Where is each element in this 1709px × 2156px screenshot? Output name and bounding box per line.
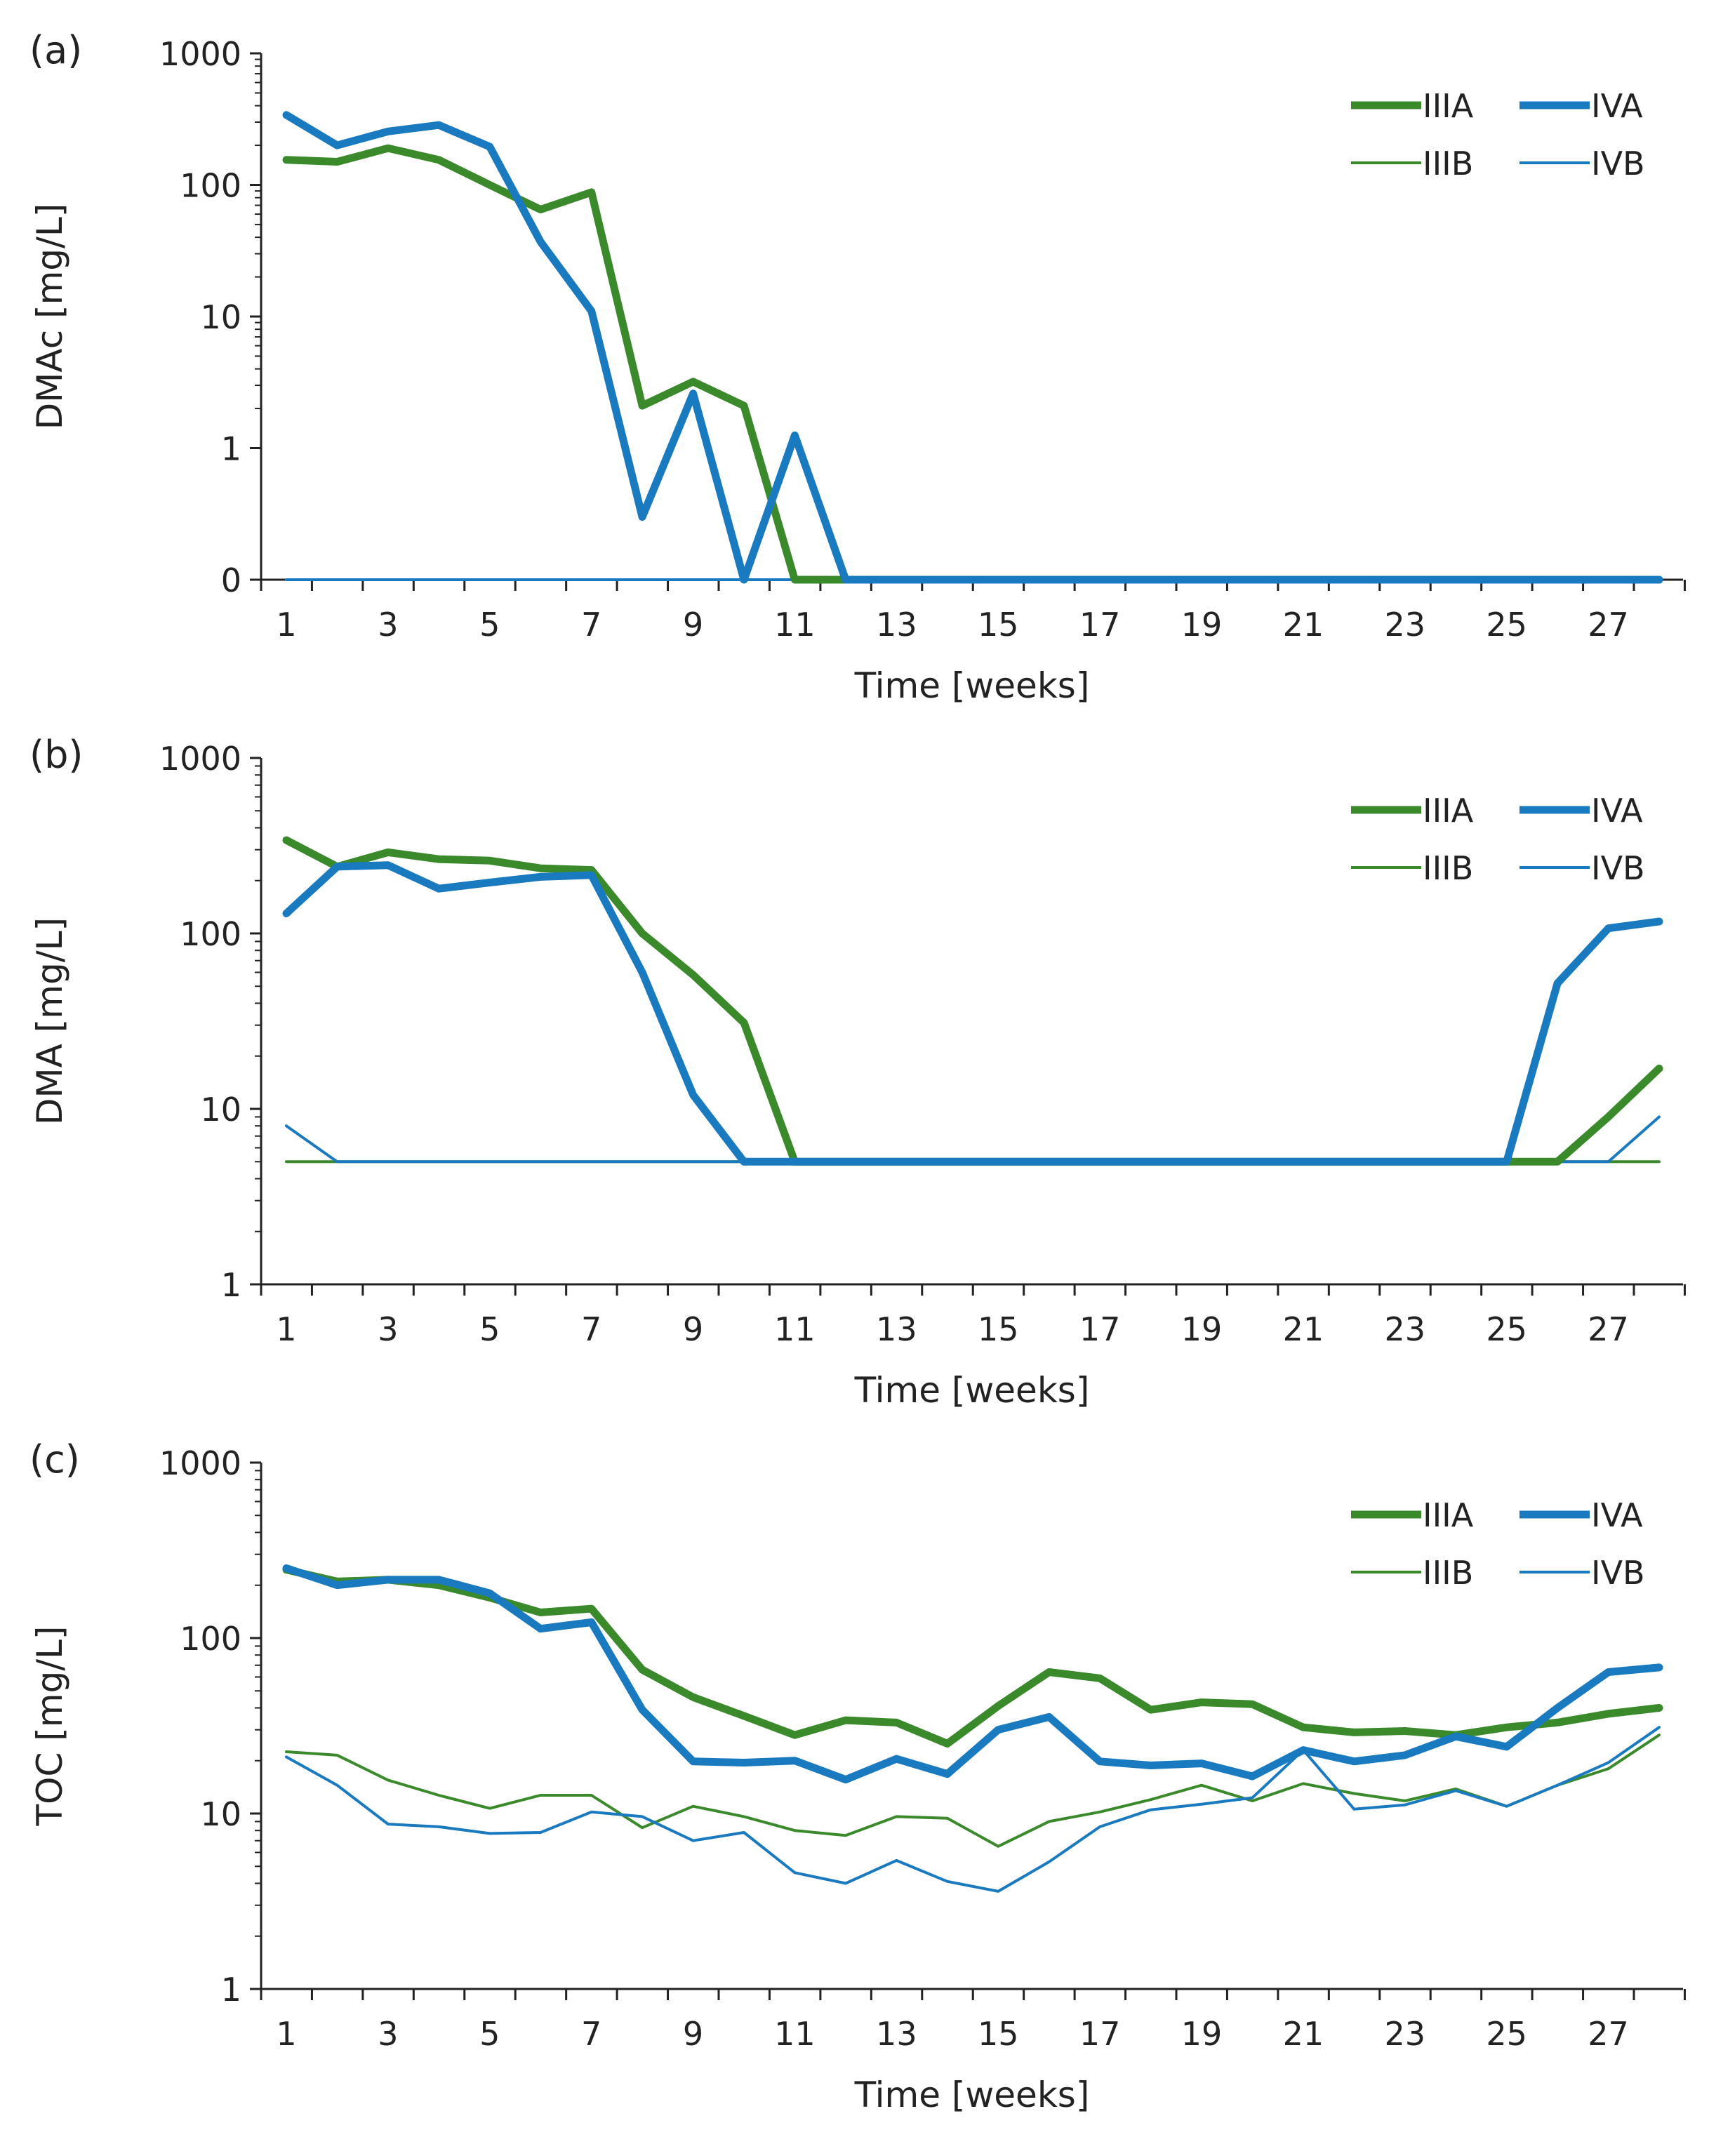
x-tick-label: 7 <box>581 2015 601 2053</box>
x-tick-label: 7 <box>581 606 601 644</box>
series-line-ivb <box>285 1726 1661 1893</box>
series-line-iva <box>282 111 1663 584</box>
x-tick-label: 15 <box>978 1310 1019 1348</box>
x-tick-label: 25 <box>1486 606 1527 644</box>
x-tick-label: 27 <box>1588 2015 1629 2053</box>
x-tick-label: 21 <box>1283 606 1324 644</box>
x-tick-label: 21 <box>1283 2015 1324 2053</box>
x-tick-label: 17 <box>1079 606 1121 644</box>
x-tick-label: 3 <box>378 606 398 644</box>
y-tick-label: 1000 <box>159 35 241 73</box>
x-tick-label: 5 <box>479 606 500 644</box>
x-tick-label: 19 <box>1181 1310 1223 1348</box>
series-line-iiib <box>285 1734 1661 1848</box>
series-line-iva <box>282 861 1663 1166</box>
panel-label: (a) <box>29 28 82 72</box>
x-tick-label: 3 <box>378 1310 398 1348</box>
x-tick-label: 3 <box>378 2015 398 2053</box>
y-axis-title: TOC [mg/L] <box>29 1626 70 1827</box>
legend-label-iiia: IIIA <box>1423 792 1474 830</box>
legend-label-iiia: IIIA <box>1423 1496 1474 1534</box>
y-tick-label: 1000 <box>159 740 241 778</box>
series-line-iva <box>282 1564 1663 1784</box>
x-tick-label: 27 <box>1588 1310 1629 1348</box>
x-tick-label: 17 <box>1079 1310 1121 1348</box>
panel-label: (c) <box>29 1437 80 1482</box>
x-tick-label: 5 <box>479 2015 500 2053</box>
y-tick-label: 1 <box>221 430 241 468</box>
y-tick-label: 1 <box>221 1266 241 1304</box>
y-tick-label: 100 <box>180 915 241 953</box>
y-tick-label: 0 <box>221 561 241 599</box>
x-tick-label: 11 <box>774 606 816 644</box>
legend-label-iva: IVA <box>1591 1496 1643 1534</box>
x-tick-label: 5 <box>479 1310 500 1348</box>
series-line-iiia <box>282 144 1663 584</box>
x-tick-label: 23 <box>1385 1310 1426 1348</box>
x-tick-label: 25 <box>1486 1310 1527 1348</box>
x-tick-label: 9 <box>683 1310 703 1348</box>
x-tick-label: 11 <box>774 2015 816 2053</box>
legend-label-ivb: IVB <box>1591 1554 1645 1592</box>
x-tick-label: 1 <box>276 2015 296 2053</box>
y-tick-label: 10 <box>200 1795 241 1833</box>
x-tick-label: 27 <box>1588 606 1629 644</box>
x-tick-label: 7 <box>581 1310 601 1348</box>
legend-label-ivb: IVB <box>1591 145 1645 182</box>
x-tick-label: 23 <box>1385 2015 1426 2053</box>
x-tick-label: 15 <box>978 2015 1019 2053</box>
x-tick-label: 19 <box>1181 2015 1223 2053</box>
x-tick-label: 1 <box>276 1310 296 1348</box>
y-axis-title: DMAc [mg/L] <box>29 204 70 430</box>
x-tick-label: 19 <box>1181 606 1223 644</box>
series-line-ivb <box>285 1115 1661 1164</box>
x-tick-label: 13 <box>876 1310 917 1348</box>
legend-label-iiib: IIIB <box>1423 1554 1473 1592</box>
x-tick-label: 9 <box>683 606 703 644</box>
legend-label-iiib: IIIB <box>1423 849 1473 887</box>
y-tick-label: 100 <box>180 167 241 205</box>
legend-label-ivb: IVB <box>1591 849 1645 887</box>
x-tick-label: 11 <box>774 1310 816 1348</box>
legend: IIIA IVA IIIB IVB <box>1351 87 1645 182</box>
x-tick-label: 1 <box>276 606 296 644</box>
legend-label-iva: IVA <box>1591 87 1643 125</box>
x-axis-title: Time [weeks] <box>854 1370 1090 1411</box>
x-axis-title: Time [weeks] <box>854 2075 1090 2115</box>
legend: IIIA IVA IIIB IVB <box>1351 1496 1645 1592</box>
x-tick-label: 13 <box>876 2015 917 2053</box>
series-line-iiia <box>282 836 1663 1166</box>
legend: IIIA IVA IIIB IVB <box>1351 792 1645 887</box>
legend-label-iva: IVA <box>1591 792 1643 830</box>
y-tick-label: 10 <box>200 1091 241 1129</box>
y-tick-label: 100 <box>180 1620 241 1658</box>
y-tick-label: 1000 <box>159 1444 241 1482</box>
x-tick-label: 9 <box>683 2015 703 2053</box>
x-tick-label: 15 <box>978 606 1019 644</box>
y-tick-label: 1 <box>221 1971 241 2009</box>
y-tick-label: 10 <box>200 298 241 336</box>
legend-label-iiia: IIIA <box>1423 87 1474 125</box>
x-axis-title: Time [weeks] <box>854 665 1090 706</box>
x-tick-label: 25 <box>1486 2015 1527 2053</box>
y-axis-title: DMA [mg/L] <box>29 917 70 1125</box>
x-tick-label: 21 <box>1283 1310 1324 1348</box>
panel-label: (b) <box>29 733 83 777</box>
series-line-iiia <box>282 1566 1663 1748</box>
x-tick-label: 23 <box>1385 606 1426 644</box>
legend-label-iiib: IIIB <box>1423 145 1473 182</box>
x-tick-label: 17 <box>1079 2015 1121 2053</box>
x-tick-label: 13 <box>876 606 917 644</box>
